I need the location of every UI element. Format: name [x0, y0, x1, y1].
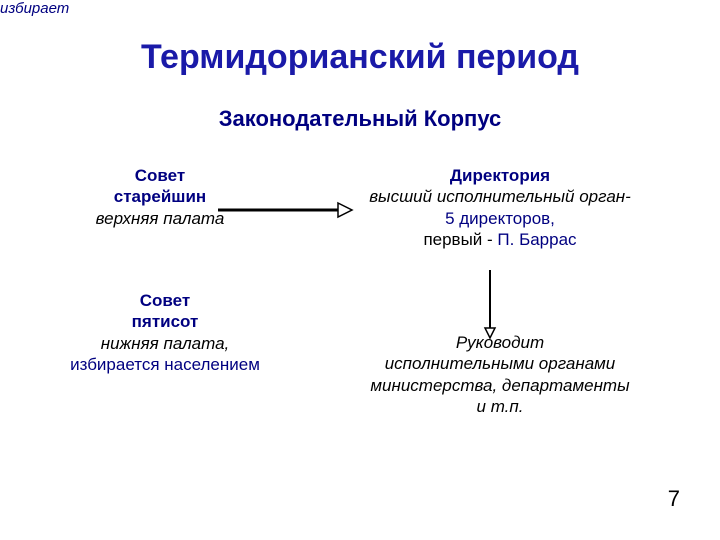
directory-line1: Директория [360, 165, 640, 186]
governs-line3: министерства, департаменты [365, 375, 635, 396]
five-line4: избирается населением [60, 354, 270, 375]
page-title: Термидорианский период [0, 38, 720, 77]
five-line2: пятисот [60, 311, 270, 332]
block-governs: Руководит исполнительными органами минис… [365, 332, 635, 417]
subtitle: Законодательный Корпус [0, 106, 720, 132]
directory-line3: 5 директоров, [360, 208, 640, 229]
arrow-h-head [338, 203, 352, 217]
five-line1: Совет [60, 290, 270, 311]
page-number: 7 [668, 486, 680, 512]
governs-line4: и т.п. [365, 396, 635, 417]
directory-line4a: первый - [423, 230, 497, 249]
directory-line4: первый - П. Баррас [360, 229, 640, 250]
governs-line2: исполнительными органами [365, 353, 635, 374]
five-line3: нижняя палата, [60, 333, 270, 354]
governs-line1: Руководит [365, 332, 635, 353]
block-fivehundred: Совет пятисот нижняя палата, избирается … [60, 290, 270, 375]
directory-line2: высший исполнительный орган- [360, 186, 640, 207]
directory-line4b: П. Баррас [497, 230, 576, 249]
arrow-horizontal [218, 202, 356, 220]
block-directory: Директория высший исполнительный орган- … [360, 165, 640, 250]
elders-line1: Совет [70, 165, 250, 186]
arrow-label-elects: избирает [0, 0, 69, 17]
